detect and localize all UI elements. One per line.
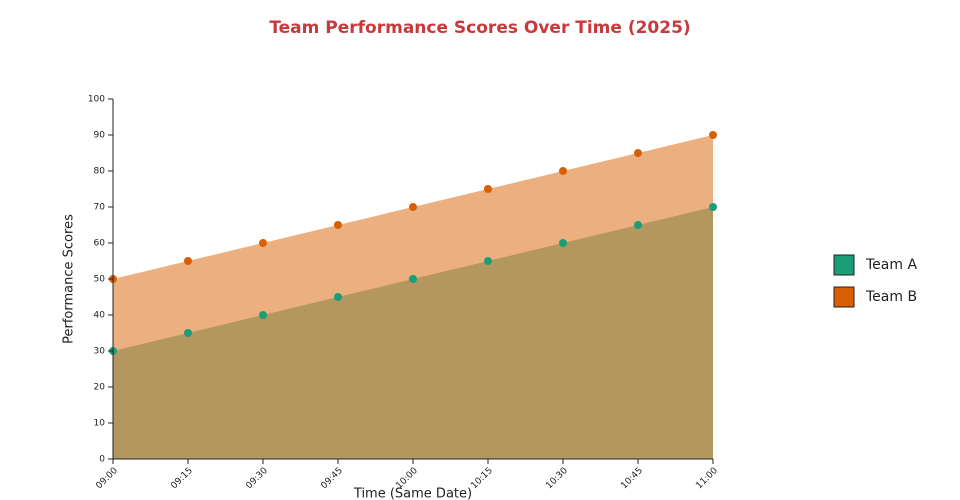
point (484, 185, 492, 193)
point (334, 221, 342, 229)
y-tick-label: 30 (94, 347, 106, 357)
point (559, 167, 567, 175)
x-tick-label: 09:30 (244, 466, 270, 492)
y-tick-label: 0 (99, 455, 105, 465)
point (409, 275, 417, 283)
x-tick-label: 09:15 (169, 466, 194, 491)
point (709, 203, 717, 211)
x-tick-label: 10:45 (619, 466, 644, 491)
point (184, 329, 192, 337)
area (113, 135, 713, 459)
x-tick-label: 10:15 (469, 466, 494, 491)
point (634, 221, 642, 229)
x-tick-label: 10:30 (544, 466, 570, 492)
point (259, 239, 267, 247)
y-tick-label: 60 (94, 239, 106, 249)
y-tick-label: 50 (94, 275, 106, 285)
legend-swatch (833, 286, 855, 308)
point (334, 293, 342, 301)
legend-label: Team A (865, 257, 917, 273)
y-tick-label: 100 (88, 95, 105, 105)
y-tick-label: 20 (94, 383, 106, 393)
point (559, 239, 567, 247)
y-tick-label: 80 (94, 167, 106, 177)
x-tick-label: 09:00 (94, 466, 120, 492)
point (184, 257, 192, 265)
x-axis-title: Time (Same Date) (353, 487, 472, 500)
y-tick-label: 90 (94, 131, 106, 141)
point (709, 131, 717, 139)
point (634, 149, 642, 157)
legend-swatch (833, 254, 855, 276)
point (259, 311, 267, 319)
y-tick-label: 70 (94, 203, 106, 213)
point (409, 203, 417, 211)
y-tick-label: 10 (94, 419, 106, 429)
chart-title: Team Performance Scores Over Time (2025) (269, 18, 690, 38)
point (484, 257, 492, 265)
legend-label: Team B (865, 289, 917, 305)
x-tick-label: 11:00 (694, 466, 720, 492)
x-tick-label: 09:45 (319, 466, 344, 491)
y-tick-label: 40 (94, 311, 106, 321)
y-axis-title: Performance Scores (62, 214, 77, 344)
